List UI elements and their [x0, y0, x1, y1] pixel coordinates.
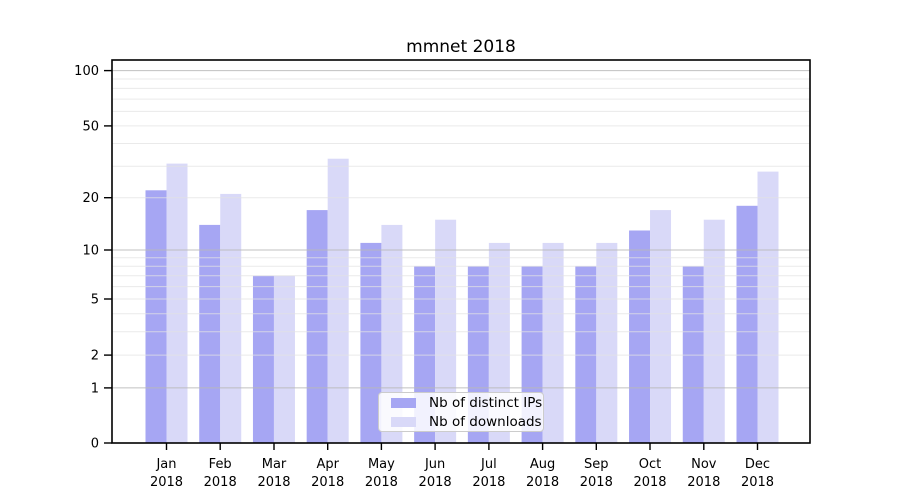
x-tick-label-year-may-2018: 2018: [365, 475, 398, 490]
x-axis: Jan 2018 Feb 2018 Mar 2018 Apr 2018 May 2018 Jun 20…: [150, 443, 774, 490]
bar-nb-of-distinct-ips-apr-2018: [306, 210, 328, 443]
bar-nb-of-distinct-ips-jan-2018: [145, 190, 167, 443]
x-tick-label-year-jun-2018: 2018: [419, 475, 452, 490]
bar-nb-of-downloads-oct-2018: [650, 210, 672, 443]
axes-spines: [111, 59, 811, 444]
x-tick-label-year-apr-2018: 2018: [311, 475, 344, 490]
x-tick-label-month-jun: Jun: [424, 457, 445, 472]
bar-nb-of-downloads-dec-2018: [757, 171, 779, 443]
x-tick-label-month-dec: Dec: [745, 457, 770, 472]
x-tick-label-month-mar: Mar: [262, 457, 287, 472]
y-tick-label-1: 1: [91, 381, 99, 396]
y-tick-label-100: 100: [74, 64, 99, 79]
y-tick-label-10: 10: [82, 244, 99, 259]
bar-nb-of-distinct-ips-mar-2018: [252, 275, 274, 443]
bar-nb-of-downloads-sep-2018: [596, 242, 618, 443]
y-tick-label-50: 50: [82, 119, 99, 134]
bar-nb-of-downloads-aug-2018: [542, 242, 564, 443]
x-tick-label-month-aug: Aug: [530, 457, 555, 472]
legend-label-distinct-ips: Nb of distinct IPs: [429, 394, 543, 411]
y-tick-label-2: 2: [91, 349, 99, 364]
x-tick-label-year-jan-2018: 2018: [150, 475, 183, 490]
y-tick-label-0: 0: [91, 437, 99, 452]
x-tick-label-month-nov: Nov: [691, 457, 717, 472]
y-tick-label-20: 20: [82, 191, 99, 206]
gridlines: [112, 70, 810, 389]
legend: Nb of distinct IPs Nb of downloads: [378, 392, 544, 432]
bar-nb-of-downloads-feb-2018: [220, 193, 242, 443]
legend-item-distinct-ips: Nb of distinct IPs: [387, 395, 542, 411]
x-tick-label-month-oct: Oct: [639, 457, 661, 472]
x-tick-label-year-mar-2018: 2018: [257, 475, 290, 490]
bar-nb-of-downloads-jan-2018: [166, 163, 188, 443]
x-tick-label-month-feb: Feb: [209, 457, 232, 472]
x-tick-label-month-sep: Sep: [584, 457, 609, 472]
x-tick-label-year-jul-2018: 2018: [472, 475, 505, 490]
bar-nb-of-distinct-ips-may-2018: [360, 242, 382, 443]
x-tick-label-year-dec-2018: 2018: [741, 475, 774, 490]
y-axis: 0 1 2 5 10 20 50 100: [74, 64, 112, 452]
x-tick-label-year-feb-2018: 2018: [204, 475, 237, 490]
legend-swatch-downloads: [391, 416, 416, 427]
x-tick-label-month-jul: Jul: [480, 457, 497, 472]
legend-item-downloads: Nb of downloads: [387, 414, 542, 430]
legend-swatch-distinct-ips: [391, 397, 416, 408]
bar-nb-of-downloads-apr-2018: [327, 158, 349, 443]
bar-nb-of-distinct-ips-oct-2018: [629, 230, 651, 443]
y-tick-label-5: 5: [91, 293, 99, 308]
bar-nb-of-downloads-may-2018: [381, 224, 403, 443]
bar-nb-of-distinct-ips-feb-2018: [199, 224, 221, 443]
x-tick-label-month-jan: Jan: [155, 457, 176, 472]
legend-label-downloads: Nb of downloads: [429, 413, 542, 430]
chart-title: mmnet 2018: [406, 37, 516, 57]
x-tick-label-month-may: May: [368, 457, 395, 472]
x-tick-label-month-apr: Apr: [316, 457, 339, 472]
x-tick-label-year-nov-2018: 2018: [687, 475, 720, 490]
x-tick-label-year-oct-2018: 2018: [633, 475, 666, 490]
x-tick-label-year-aug-2018: 2018: [526, 475, 559, 490]
bar-nb-of-downloads-mar-2018: [273, 275, 295, 443]
bar-nb-of-distinct-ips-dec-2018: [736, 205, 758, 443]
x-tick-label-year-sep-2018: 2018: [580, 475, 613, 490]
